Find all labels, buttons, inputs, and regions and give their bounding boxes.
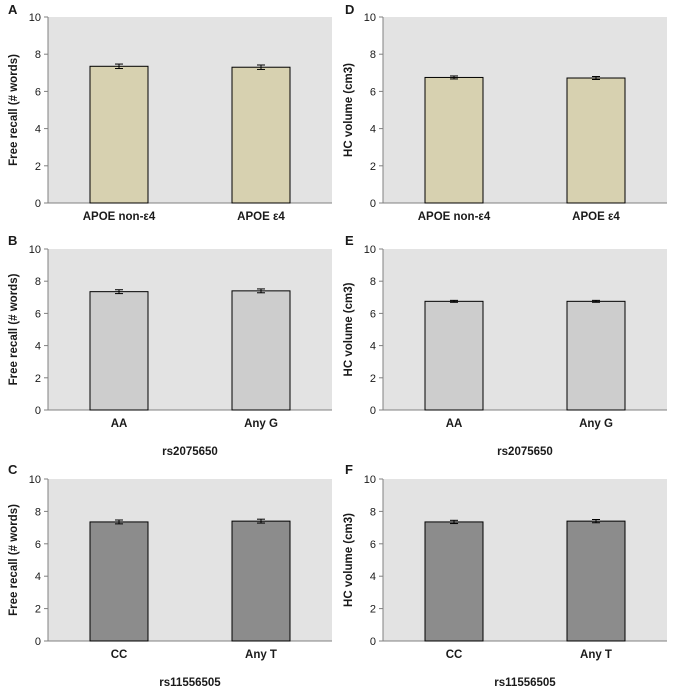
x-axis-title: rs11556505 xyxy=(494,677,556,689)
y-tick-label: 2 xyxy=(370,604,376,616)
y-tick-label: 0 xyxy=(370,198,376,210)
y-tick-label: 2 xyxy=(370,161,376,173)
panel-letter: F xyxy=(345,462,353,477)
bar xyxy=(424,76,484,204)
y-axis-title: Free recall (# words) xyxy=(8,273,20,385)
bar xyxy=(566,520,626,642)
y-tick-label: 4 xyxy=(35,341,41,353)
y-tick-label: 10 xyxy=(364,12,376,24)
y-axis-title: HC volume (cm3) xyxy=(343,513,355,607)
bar xyxy=(424,521,484,642)
y-tick-label: 6 xyxy=(35,539,41,551)
chart-panel-c: 0 2 4 6 8 10 CC Any T rs11556505 Free recall (# w… xyxy=(8,462,332,689)
panel-letter: E xyxy=(345,233,354,248)
y-tick-label: 10 xyxy=(29,474,41,486)
category-label: CC xyxy=(446,649,463,661)
category-label: Any G xyxy=(244,418,278,430)
y-tick-label: 4 xyxy=(370,341,376,353)
y-tick-label: 0 xyxy=(35,198,41,210)
y-tick-label: 10 xyxy=(364,244,376,256)
chart-panel-f: 0 2 4 6 8 10 CC Any T rs11556505 HC volume (cm3) F xyxy=(343,462,667,689)
y-axis-title: Free recall (# words) xyxy=(8,54,20,166)
category-label: CC xyxy=(111,649,128,661)
panel-letter: A xyxy=(8,2,18,17)
y-tick-label: 0 xyxy=(35,405,41,417)
category-label: APOE ε4 xyxy=(572,211,620,223)
y-tick-label: 6 xyxy=(35,86,41,98)
panel-letter: B xyxy=(8,233,17,248)
y-tick-label: 8 xyxy=(35,506,41,518)
y-tick-label: 2 xyxy=(35,161,41,173)
category-label: Any T xyxy=(580,649,612,661)
y-tick-label: 2 xyxy=(35,604,41,616)
bar xyxy=(89,521,149,642)
chart-panel-b: 0 2 4 6 8 10 AA Any G rs2075650 Free recall (# wo… xyxy=(8,233,332,458)
y-tick-label: 8 xyxy=(370,276,376,288)
bar xyxy=(231,290,291,411)
y-tick-label: 2 xyxy=(35,373,41,385)
bar xyxy=(89,291,149,411)
y-tick-label: 0 xyxy=(370,636,376,648)
y-tick-label: 6 xyxy=(370,308,376,320)
bar xyxy=(89,65,149,204)
y-tick-label: 8 xyxy=(370,506,376,518)
category-label: APOE ε4 xyxy=(237,211,285,223)
y-tick-label: 10 xyxy=(364,474,376,486)
bar xyxy=(231,520,291,642)
category-label: APOE non-ε4 xyxy=(418,211,491,223)
bar xyxy=(566,77,626,204)
y-tick-label: 4 xyxy=(35,124,41,136)
y-tick-label: 0 xyxy=(370,405,376,417)
y-tick-label: 8 xyxy=(370,49,376,61)
x-axis-title: rs2075650 xyxy=(162,446,218,458)
category-label: AA xyxy=(446,418,463,430)
panel-letter: D xyxy=(345,2,354,17)
y-tick-label: 10 xyxy=(29,12,41,24)
chart-panel-e: 0 2 4 6 8 10 AA Any G rs2075650 HC volume (cm3) E xyxy=(343,233,667,458)
y-tick-label: 0 xyxy=(35,636,41,648)
chart-panel-a: 0 2 4 6 8 10 APOE non-ε4 APOE ε4 Free recall (# … xyxy=(8,2,332,223)
panel-letter: C xyxy=(8,462,18,477)
category-label: Any T xyxy=(245,649,277,661)
x-axis-title: rs11556505 xyxy=(159,677,221,689)
y-tick-label: 6 xyxy=(35,308,41,320)
y-tick-label: 8 xyxy=(35,49,41,61)
y-axis-title: HC volume (cm3) xyxy=(343,63,355,157)
y-tick-label: 8 xyxy=(35,276,41,288)
y-tick-label: 4 xyxy=(370,124,376,136)
bar xyxy=(231,66,291,204)
category-label: APOE non-ε4 xyxy=(83,211,156,223)
y-tick-label: 10 xyxy=(29,244,41,256)
bar xyxy=(566,300,626,411)
y-tick-label: 6 xyxy=(370,86,376,98)
y-tick-label: 4 xyxy=(370,571,376,583)
y-tick-label: 4 xyxy=(35,571,41,583)
category-label: AA xyxy=(111,418,128,430)
y-axis-title: HC volume (cm3) xyxy=(343,282,355,376)
x-axis-title: rs2075650 xyxy=(497,446,553,458)
category-label: Any G xyxy=(579,418,613,430)
y-axis-title: Free recall (# words) xyxy=(8,504,20,616)
y-tick-label: 6 xyxy=(370,539,376,551)
chart-panel-d: 0 2 4 6 8 10 APOE non-ε4 APOE ε4 HC volume (cm3)… xyxy=(343,2,667,223)
y-tick-label: 2 xyxy=(370,373,376,385)
bar xyxy=(424,300,484,411)
